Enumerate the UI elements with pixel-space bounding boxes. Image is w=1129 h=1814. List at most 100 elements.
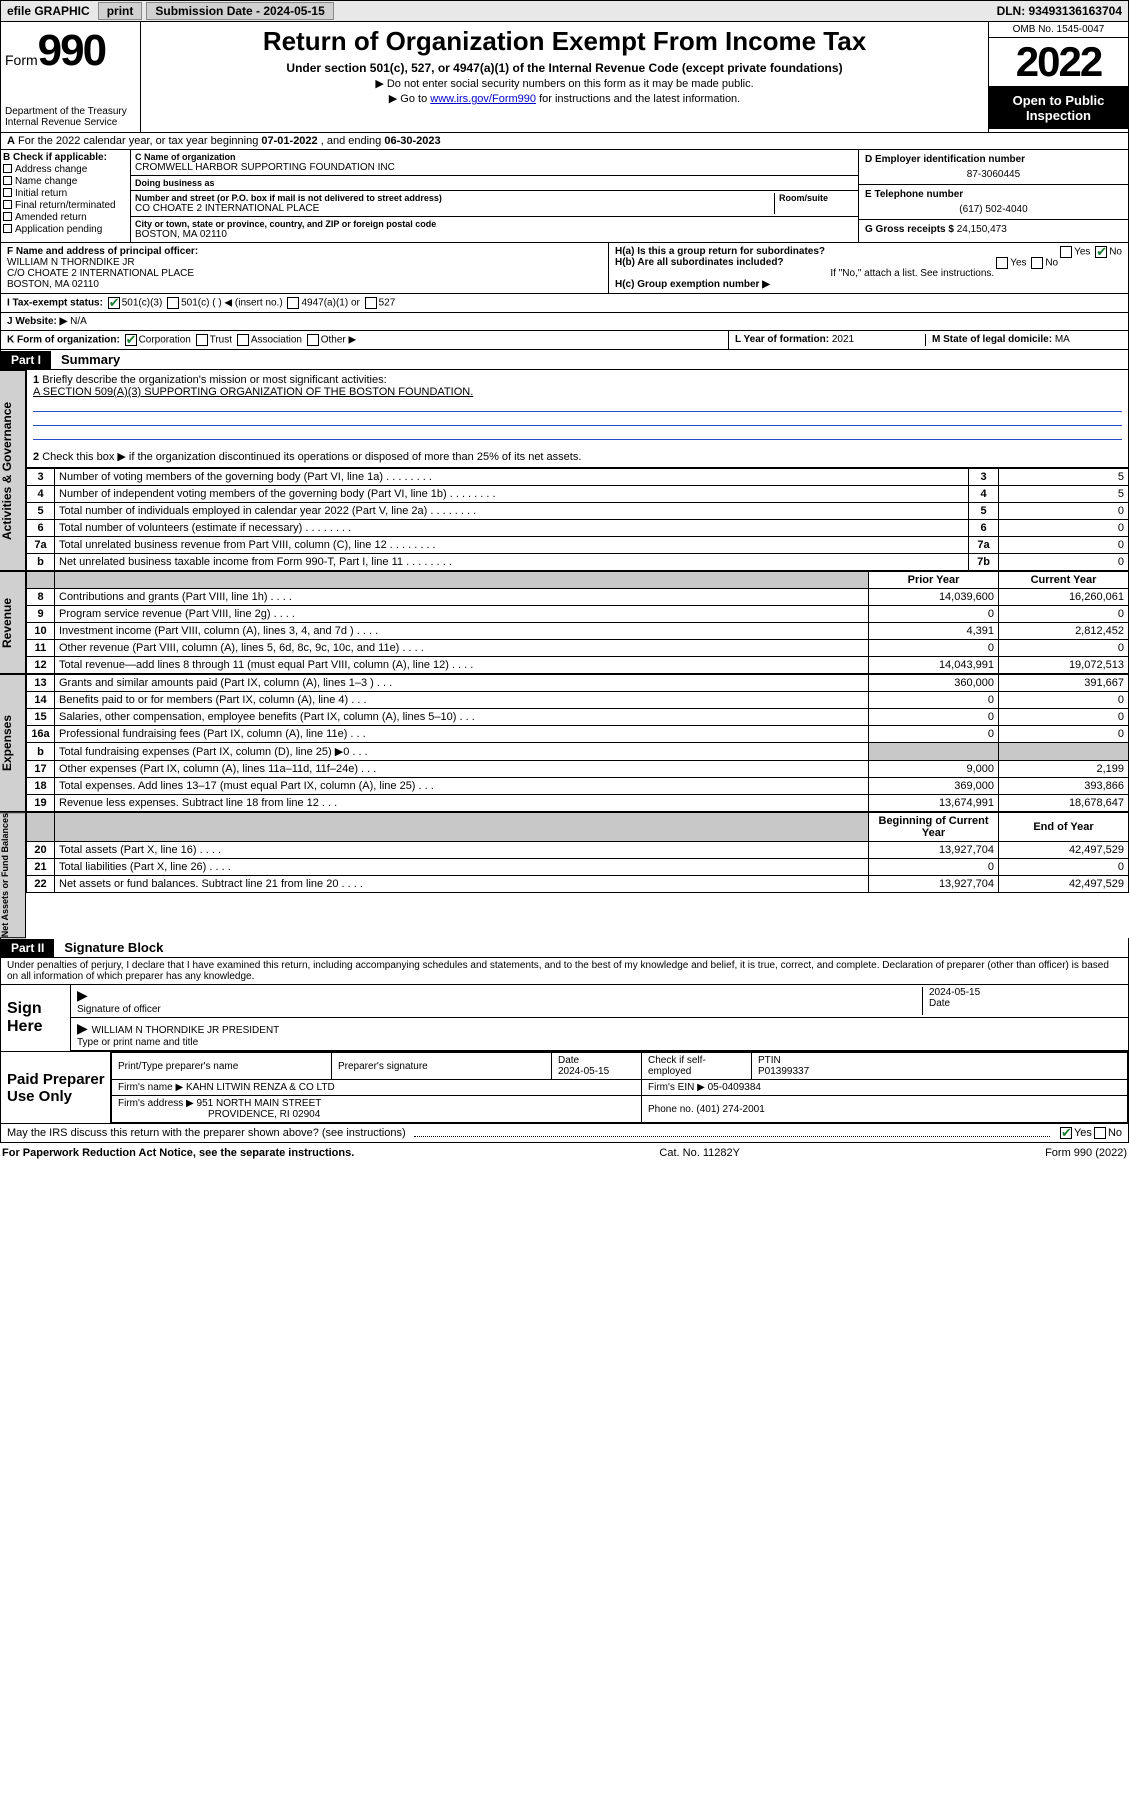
chk-initial-return[interactable] [3,188,12,197]
revenue-table: Prior Year Current Year8 Contributions a… [26,571,1129,674]
print-button[interactable]: print [98,2,143,20]
chk-hb-yes[interactable] [996,257,1008,269]
street: CO CHOATE 2 INTERNATIONAL PLACE [135,203,774,214]
prior-value: 360,000 [869,675,999,692]
row-label: Number of voting members of the governin… [55,469,969,486]
prior-value: 0 [869,726,999,743]
chk-4947[interactable] [287,297,299,309]
block-b-to-g: B Check if applicable: Address change Na… [0,150,1129,243]
row-label: Total revenue—add lines 8 through 11 (mu… [55,657,869,674]
current-value: 0 [999,692,1129,709]
current-value: 0 [999,726,1129,743]
prior-value: 0 [869,640,999,657]
officer-sig-name: WILLIAM N THORNDIKE JR PRESIDENT [92,1025,280,1036]
box-d-e-g: D Employer identification number 87-3060… [858,150,1128,242]
eoy-value: 42,497,529 [999,842,1129,859]
chk-ha-yes[interactable] [1060,246,1072,258]
dln-label: DLN: 93493136163704 [997,4,1128,18]
col-current: Current Year [999,572,1129,589]
chk-corp[interactable] [125,334,137,346]
current-value: 2,812,452 [999,623,1129,640]
row-label: Net assets or fund balances. Subtract li… [55,876,869,893]
current-value: 391,667 [999,675,1129,692]
sign-block: Sign Here Signature of officer 2024-05-1… [0,985,1129,1052]
row-value: 0 [999,554,1129,571]
chk-501c3[interactable] [108,297,120,309]
chk-other[interactable] [307,334,319,346]
submission-date-button[interactable]: Submission Date - 2024-05-15 [146,2,333,20]
top-bar: efile GRAPHIC print Submission Date - 20… [0,0,1129,22]
gross-receipts: 24,150,473 [957,224,1007,235]
sign-here-label: Sign Here [1,985,71,1051]
paid-preparer-table: Print/Type preparer's name Preparer's si… [111,1052,1128,1123]
row-num: 6 [27,520,55,537]
chk-final-return[interactable] [3,200,12,209]
row-label: Contributions and grants (Part VIII, lin… [55,589,869,606]
side-governance: Activities & Governance [0,370,26,571]
row-label: Professional fundraising fees (Part IX, … [55,726,869,743]
part1-header: Part I Summary [0,350,1129,370]
irs-link[interactable]: www.irs.gov/Form990 [430,93,536,105]
row-j: J Website: ▶ N/A [0,313,1129,331]
year-formation: 2021 [832,334,854,345]
col-eoy: End of Year [999,813,1129,842]
side-expenses: Expenses [0,674,26,812]
paid-preparer-block: Paid Preparer Use Only Print/Type prepar… [0,1052,1129,1124]
current-value: 18,678,647 [999,795,1129,812]
row-label: Other revenue (Part VIII, column (A), li… [55,640,869,657]
eoy-value: 0 [999,859,1129,876]
row-value: 5 [999,469,1129,486]
row-num: 5 [27,503,55,520]
open-public-badge: Open to Public Inspection [989,87,1128,129]
form-title: Return of Organization Exempt From Incom… [149,26,980,57]
current-value: 0 [999,640,1129,657]
row-value: 0 [999,503,1129,520]
prior-value: 14,039,600 [869,589,999,606]
chk-assoc[interactable] [237,334,249,346]
city-state-zip: BOSTON, MA 02110 [135,229,854,240]
chk-527[interactable] [365,297,377,309]
mission-blank-line [33,400,1122,412]
row-label: Program service revenue (Part VIII, line… [55,606,869,623]
firm-name: KAHN LITWIN RENZA & CO LTD [186,1082,335,1093]
row-box: 3 [969,469,999,486]
row-value: 0 [999,520,1129,537]
row-label: Net unrelated business taxable income fr… [55,554,969,571]
row-box: 7b [969,554,999,571]
chk-name-change[interactable] [3,176,12,185]
governance-table: 3 Number of voting members of the govern… [26,468,1129,571]
col-prior: Prior Year [869,572,999,589]
side-net: Net Assets or Fund Balances [0,812,26,938]
chk-app-pending[interactable] [3,224,12,233]
note-ssn: Do not enter social security numbers on … [149,77,980,90]
current-value: 393,866 [999,778,1129,795]
chk-ha-no[interactable] [1095,246,1107,258]
note-link: Go to www.irs.gov/Form990 for instructio… [149,92,980,105]
chk-discuss-yes[interactable] [1060,1127,1072,1139]
form-word: Form [5,52,38,68]
prior-value: 0 [869,692,999,709]
firm-ein: 05-0409384 [708,1082,761,1093]
chk-trust[interactable] [196,334,208,346]
mission-text: A SECTION 509(A)(3) SUPPORTING ORGANIZAT… [33,386,473,398]
chk-hb-no[interactable] [1031,257,1043,269]
chk-501c[interactable] [167,297,179,309]
prior-value: 369,000 [869,778,999,795]
revenue-section: Revenue Prior Year Current Year8 Contrib… [0,571,1129,674]
chk-amended[interactable] [3,212,12,221]
form-number: 990 [38,26,105,75]
efile-label: efile GRAPHIC [1,4,96,18]
header-right: OMB No. 1545-0047 2022 Open to Public In… [988,22,1128,132]
current-value: 16,260,061 [999,589,1129,606]
eoy-value: 42,497,529 [999,876,1129,893]
dept-treasury: Department of the Treasury [5,106,136,117]
prior-value [869,743,999,761]
chk-discuss-no[interactable] [1094,1127,1106,1139]
row-box: 7a [969,537,999,554]
row-num: 7a [27,537,55,554]
boy-value: 13,927,704 [869,876,999,893]
row-label: Number of independent voting members of … [55,486,969,503]
chk-address-change[interactable] [3,164,12,173]
irs-label: Internal Revenue Service [5,117,136,128]
row-num: 4 [27,486,55,503]
